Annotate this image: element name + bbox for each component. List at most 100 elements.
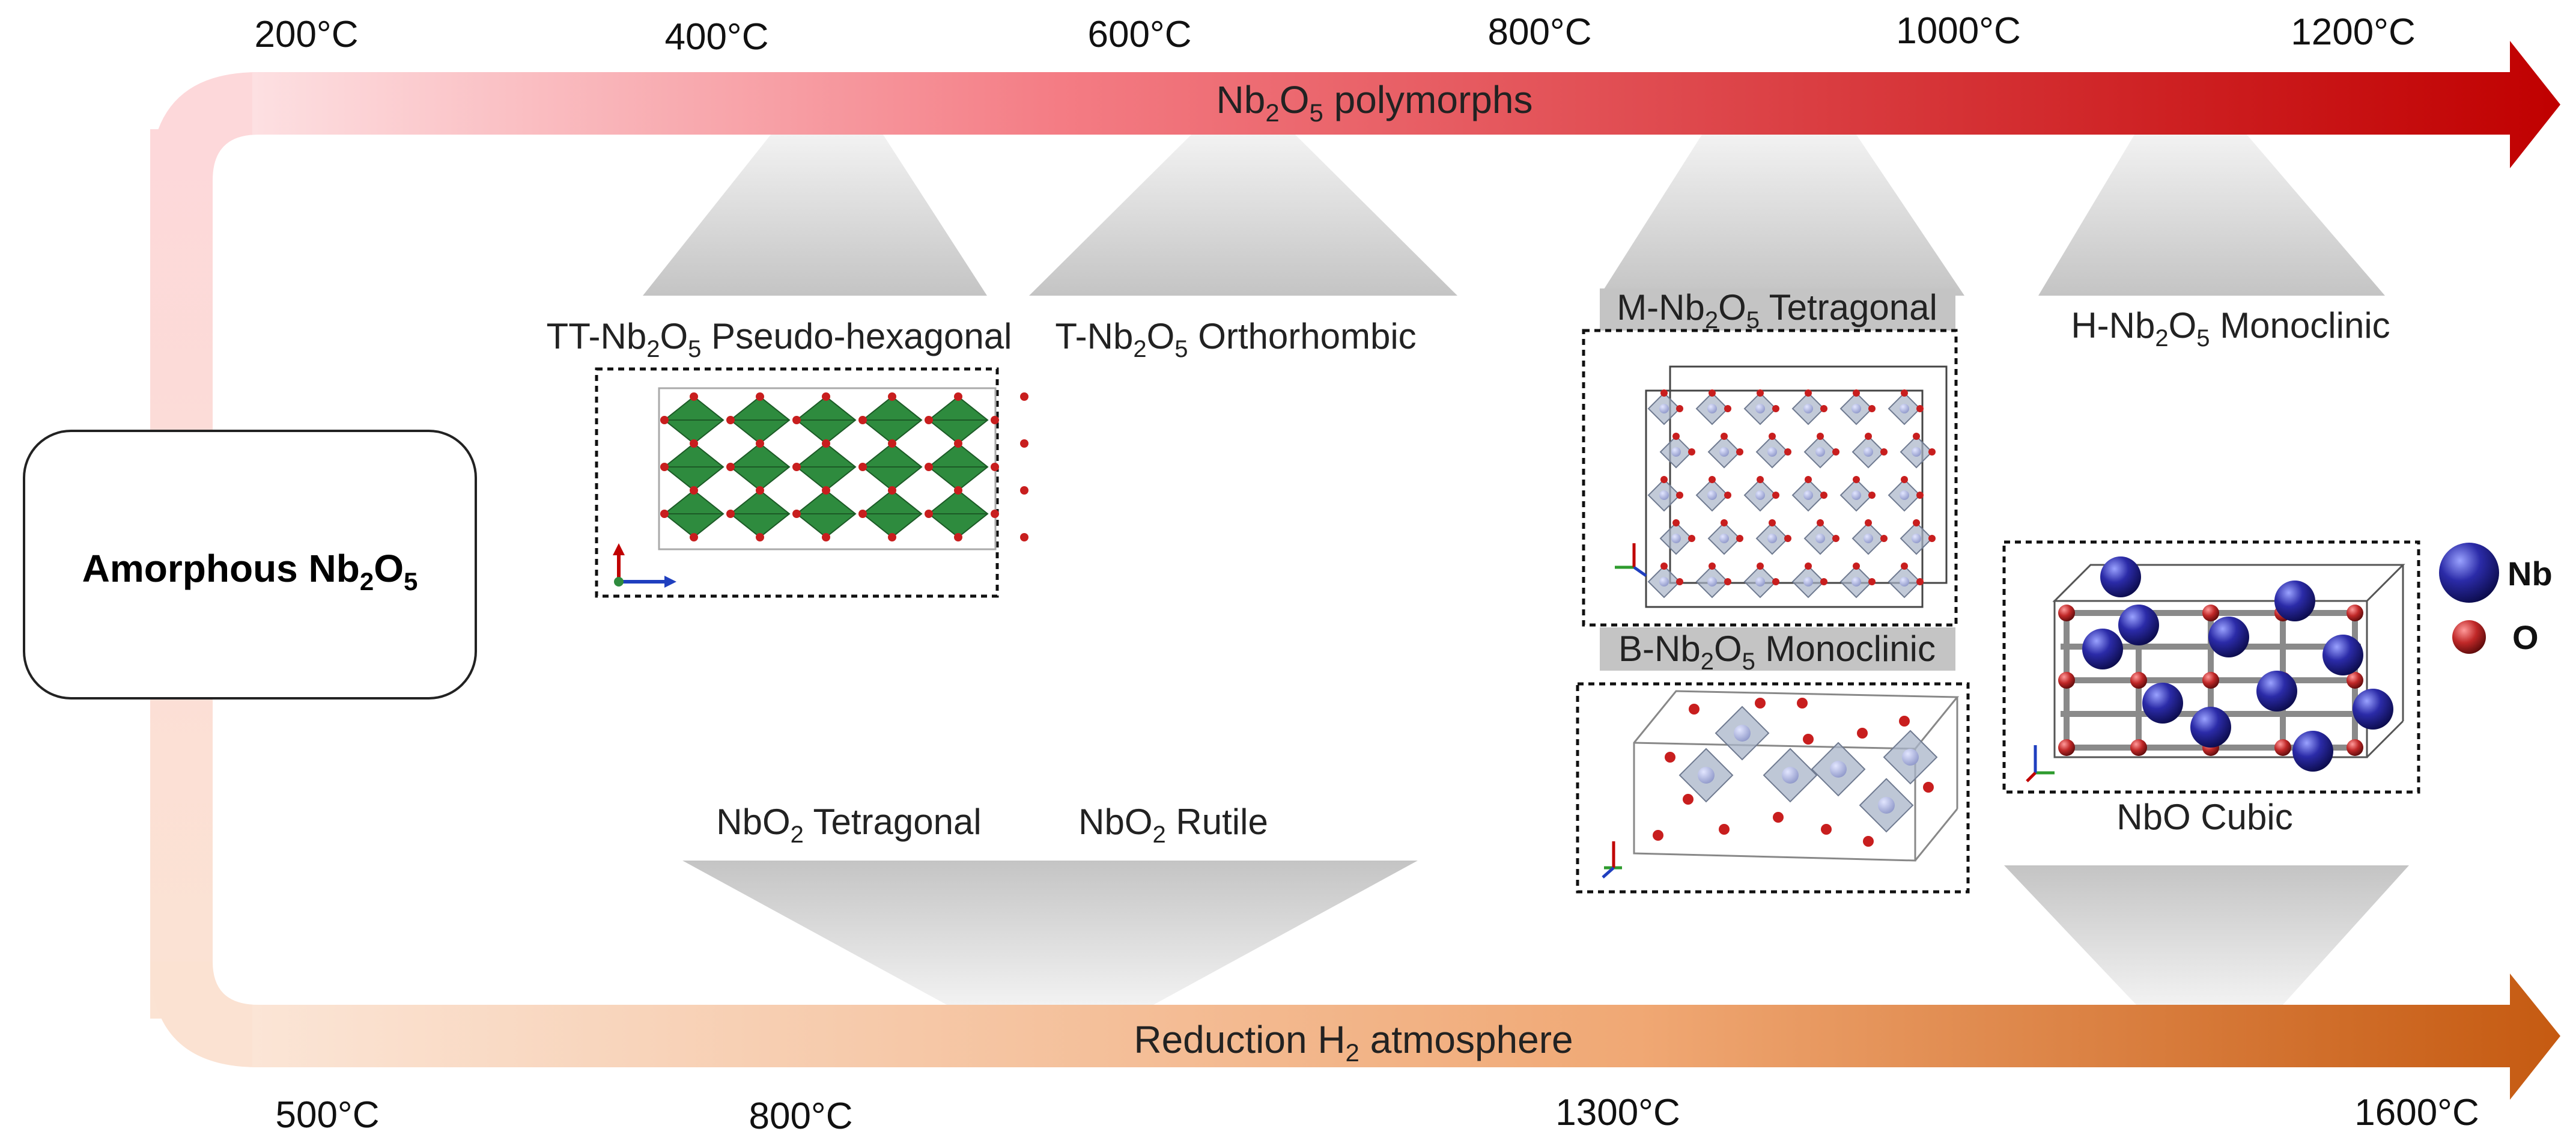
o-atom [991, 510, 999, 518]
bottom-tick: 1600°C [2354, 1092, 2479, 1133]
bottom-banner-label: Reduction H2 atmosphere [1134, 1018, 1573, 1067]
o-atom [690, 439, 698, 448]
phase-label-h: H-Nb2O5 Monoclinic [2071, 305, 2390, 352]
o-atom [954, 392, 962, 401]
o-atom [690, 533, 698, 541]
o-atom [822, 439, 830, 448]
pointer-tt [643, 135, 987, 296]
top-tick: 600°C [1087, 14, 1191, 55]
o-atom [1797, 698, 1808, 709]
o-atom [2347, 605, 2363, 621]
o-atom [1755, 698, 1766, 709]
nb-atom [2190, 707, 2231, 748]
o-atom [1020, 533, 1028, 541]
o-atom [1020, 486, 1028, 495]
o-atom [888, 392, 896, 401]
nb-atom [2353, 689, 2393, 730]
o-atom [822, 533, 830, 541]
o-atom [2130, 672, 2147, 689]
phase-label-nbo2-rutile: NbO2 Rutile [1078, 802, 1268, 848]
o-atom [1857, 728, 1868, 739]
top-tick: 1000°C [1896, 10, 2021, 52]
nb-atom [2256, 671, 2297, 712]
start-box [23, 430, 477, 700]
o-atom [792, 416, 801, 424]
top-pointers [643, 135, 2385, 296]
pointer-t [1029, 135, 1457, 296]
phase-label-nbo2-tetragonal: NbO2 Tetragonal [716, 802, 981, 848]
nb-atom [2322, 635, 2363, 675]
o-atom [954, 439, 962, 448]
o-atom [2058, 739, 2075, 756]
top-tick: 1200°C [2291, 11, 2416, 53]
o-atom [925, 416, 933, 424]
nb-atom [2274, 581, 2315, 621]
bottom-corner [150, 962, 258, 1067]
o-atom [858, 510, 867, 518]
pointer-h [2038, 135, 2385, 296]
phase-label-b: B-Nb2O5 Monoclinic [1618, 629, 1936, 675]
pointer-m [1600, 135, 1964, 296]
o-atom [726, 510, 735, 518]
legend-nb-label: Nb [2508, 555, 2553, 593]
o-atom [2202, 672, 2219, 689]
o-atom [2130, 739, 2147, 756]
o-atom [756, 486, 764, 495]
o-atom [1020, 392, 1028, 401]
o-atom [954, 486, 962, 495]
top-axis-ticks: 200°C 400°C 600°C 800°C 1000°C 1200°C [254, 10, 2415, 58]
o-atom [1683, 794, 1694, 805]
top-tick: 800°C [1487, 11, 1591, 53]
phase-label-m: M-Nb2O5 Tetragonal [1617, 287, 1937, 334]
o-atom [1653, 830, 1663, 841]
o-atom [756, 533, 764, 541]
o-atom [2347, 672, 2363, 689]
o-atom [888, 439, 896, 448]
o-atom [858, 463, 867, 471]
o-atom [726, 416, 735, 424]
o-atom [888, 533, 896, 541]
bottom-tick: 500°C [275, 1094, 379, 1136]
o-atom [954, 533, 962, 541]
bottom-arrow [252, 974, 2560, 1100]
tt-structure-image [595, 367, 1028, 598]
o-atom [792, 463, 801, 471]
start-box-label: Amorphous Nb2O5 [82, 547, 418, 596]
flow-arrows [150, 41, 2560, 1100]
bottom-pointers [682, 861, 2409, 1005]
bottom-axis-ticks: 500°C 800°C 1300°C 1600°C [275, 1092, 2479, 1137]
o-atom [756, 439, 764, 448]
nb-atom [2208, 617, 2249, 657]
top-tick: 200°C [254, 14, 358, 55]
o-atom [822, 486, 830, 495]
o-atom [925, 510, 933, 518]
o-atom [2202, 605, 2219, 621]
top-arrow [252, 41, 2560, 168]
legend-o-label: O [2512, 618, 2539, 656]
nb-atom [2100, 556, 2141, 597]
nb-atom [2142, 683, 2183, 724]
o-atom [991, 463, 999, 471]
phase-label-b-bg [1600, 627, 1955, 671]
o-atom [792, 510, 801, 518]
phase-label-nbo-cubic: NbO Cubic [2116, 797, 2292, 837]
o-atom [690, 486, 698, 495]
o-atom [2274, 739, 2291, 756]
o-atom [1665, 752, 1675, 763]
bottom-tick: 1300°C [1555, 1092, 1680, 1133]
atom-legend: Nb O [2439, 543, 2553, 656]
o-atom [1773, 812, 1784, 823]
legend-nb-atom [2439, 543, 2499, 603]
o-atom [726, 463, 735, 471]
pointer-nbo2 [682, 861, 1418, 1005]
o-atom [1863, 836, 1874, 847]
o-atom [1923, 782, 1934, 793]
o-atom [991, 416, 999, 424]
o-atom [1803, 734, 1814, 745]
o-atom [858, 416, 867, 424]
o-atom [2058, 672, 2075, 689]
o-atom [1821, 824, 1832, 835]
bottom-tick: 800°C [749, 1096, 852, 1137]
top-banner-label: Nb2O5 polymorphs [1217, 78, 1533, 127]
